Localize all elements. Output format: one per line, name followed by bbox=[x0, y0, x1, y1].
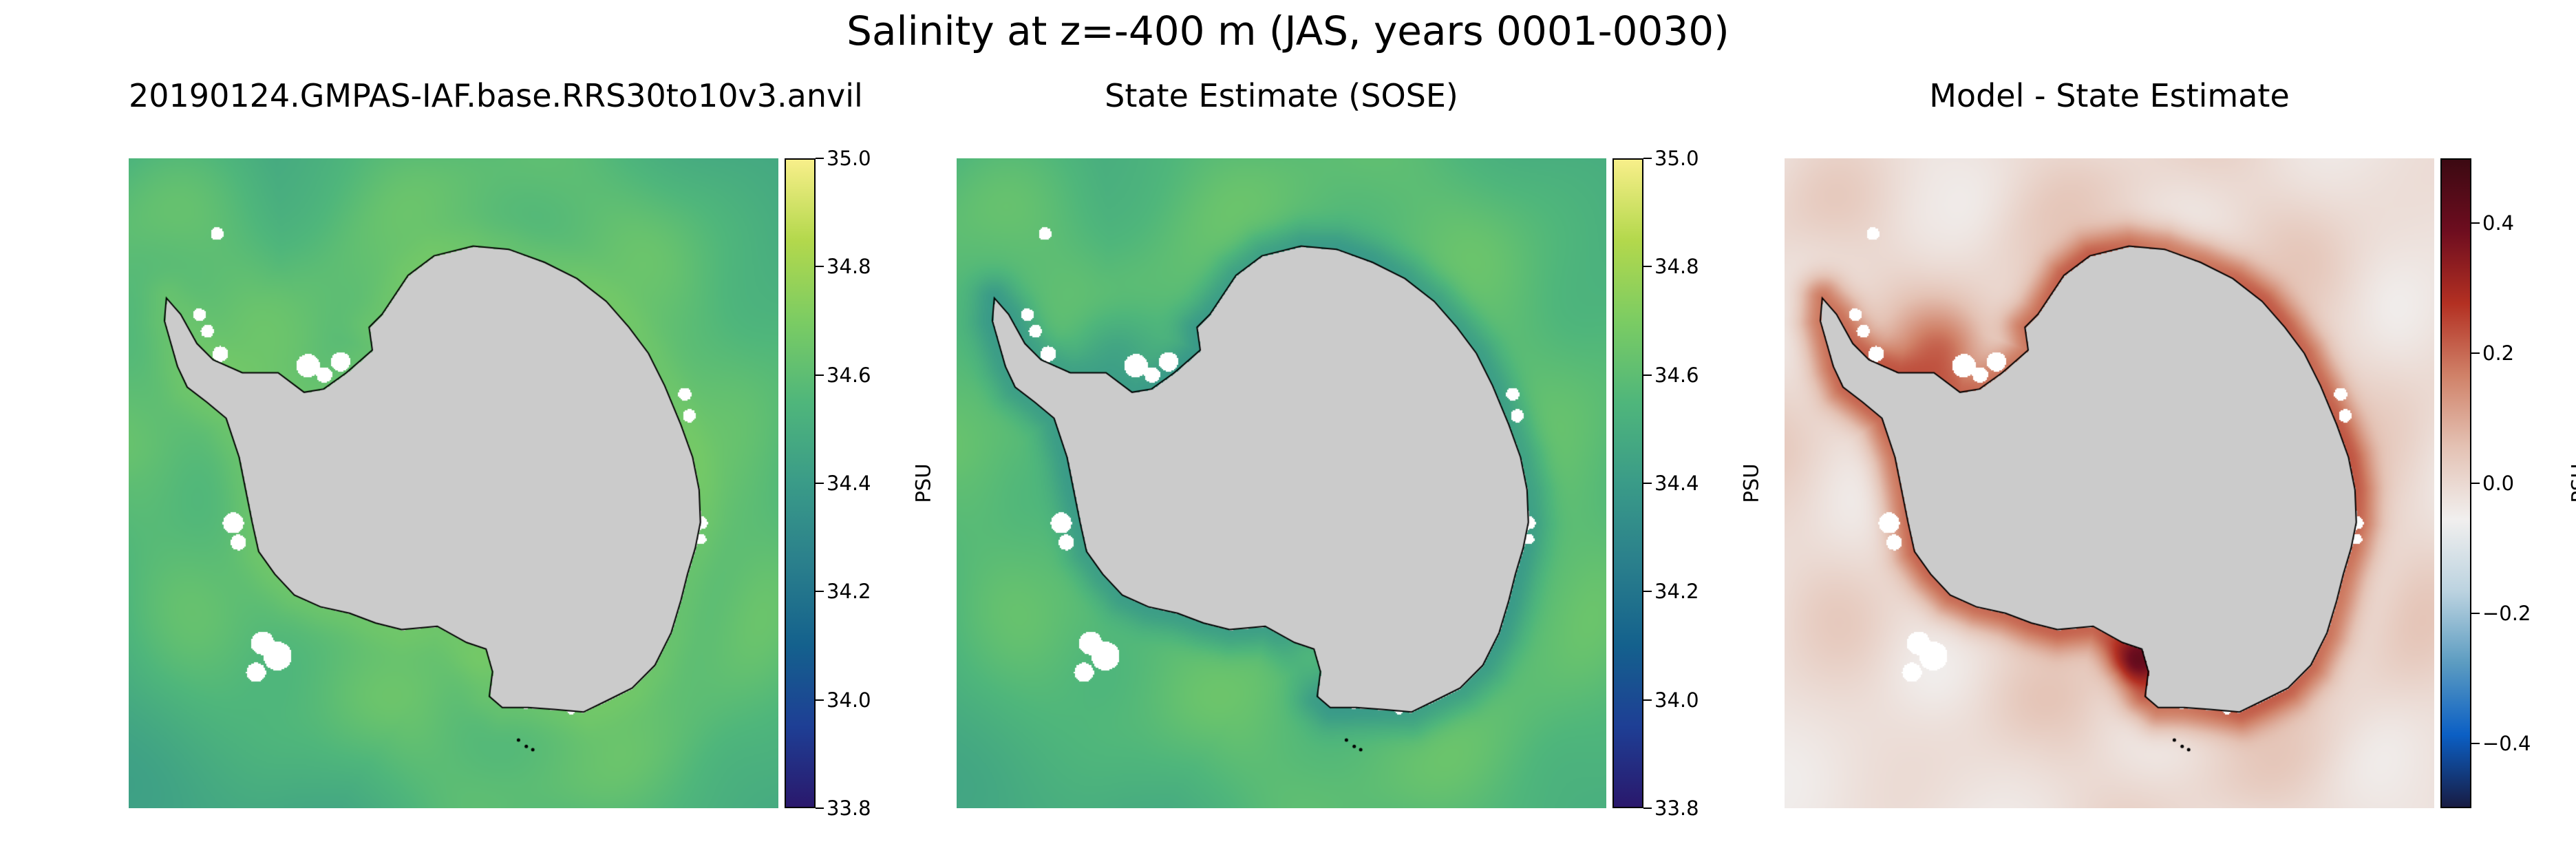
colorbar-tick bbox=[816, 699, 824, 701]
colorbar-tick-label: −0.4 bbox=[2482, 731, 2531, 755]
colorbar-tick bbox=[1643, 374, 1652, 376]
panel-sose-title: State Estimate (SOSE) bbox=[1105, 77, 1458, 114]
colorbar-tick bbox=[1643, 807, 1652, 809]
colorbar-tick-label: 34.4 bbox=[827, 472, 871, 495]
colorbar-tick-label: 34.0 bbox=[1654, 688, 1699, 712]
colorbar-tick-label: 34.0 bbox=[827, 688, 871, 712]
colorbar-tick-label: −0.2 bbox=[2482, 601, 2531, 625]
colorbar-tick bbox=[816, 266, 824, 268]
colorbar-tick-label: 35.0 bbox=[1654, 147, 1699, 170]
colorbar-tick-label: 34.8 bbox=[827, 255, 871, 279]
sose-salinity-map bbox=[957, 158, 1606, 808]
colorbar-tick-label: 0.0 bbox=[2482, 472, 2515, 495]
colorbar-tick-label: 34.4 bbox=[1654, 472, 1699, 495]
colorbar-tick bbox=[816, 591, 824, 593]
panel-difference-title: Model - State Estimate bbox=[1929, 77, 2290, 114]
colorbar-tick-label: 34.2 bbox=[827, 580, 871, 604]
colorbar-tick bbox=[2471, 612, 2480, 614]
colorbar-tick-label: 0.4 bbox=[2482, 211, 2515, 235]
colorbar-tick bbox=[1643, 158, 1652, 159]
colorbar-tick bbox=[1643, 699, 1652, 701]
sose-colorbar bbox=[1612, 158, 1643, 808]
colorbar-tick-label: 34.6 bbox=[1654, 363, 1699, 387]
colorbar-tick bbox=[2471, 352, 2480, 355]
colorbar-tick-label: 33.8 bbox=[1654, 796, 1699, 820]
colorbar-tick bbox=[2471, 742, 2480, 744]
colorbar-tick-label: 0.2 bbox=[2482, 341, 2515, 366]
difference-colorbar bbox=[2440, 158, 2471, 808]
sose-colorbar-label: PSU bbox=[1739, 463, 1763, 503]
colorbar-tick bbox=[816, 807, 824, 809]
colorbar-tick bbox=[816, 374, 824, 376]
colorbar-tick-label: 34.8 bbox=[1654, 255, 1699, 279]
difference-map bbox=[1785, 158, 2434, 808]
colorbar-tick-label: 34.6 bbox=[827, 363, 871, 387]
colorbar-tick-label: 33.8 bbox=[827, 796, 871, 820]
panel-model-title: 20190124.GMPAS-IAF.base.RRS30to10v3.anvi… bbox=[129, 77, 863, 114]
colorbar-tick bbox=[816, 158, 824, 159]
colorbar-tick bbox=[1643, 483, 1652, 484]
colorbar-tick bbox=[1643, 591, 1652, 593]
colorbar-tick-label: 35.0 bbox=[827, 147, 871, 170]
colorbar-tick-label: 34.2 bbox=[1654, 580, 1699, 604]
colorbar-tick bbox=[2471, 222, 2480, 224]
colorbar-tick bbox=[816, 483, 824, 484]
model-colorbar-label: PSU bbox=[911, 463, 935, 503]
model-colorbar bbox=[785, 158, 816, 808]
figure-suptitle: Salinity at z=-400 m (JAS, years 0001-00… bbox=[847, 8, 1729, 54]
difference-colorbar-label: PSU bbox=[2567, 463, 2576, 503]
colorbar-tick bbox=[2471, 483, 2480, 484]
model-salinity-map bbox=[129, 158, 778, 808]
colorbar-tick bbox=[1643, 266, 1652, 268]
